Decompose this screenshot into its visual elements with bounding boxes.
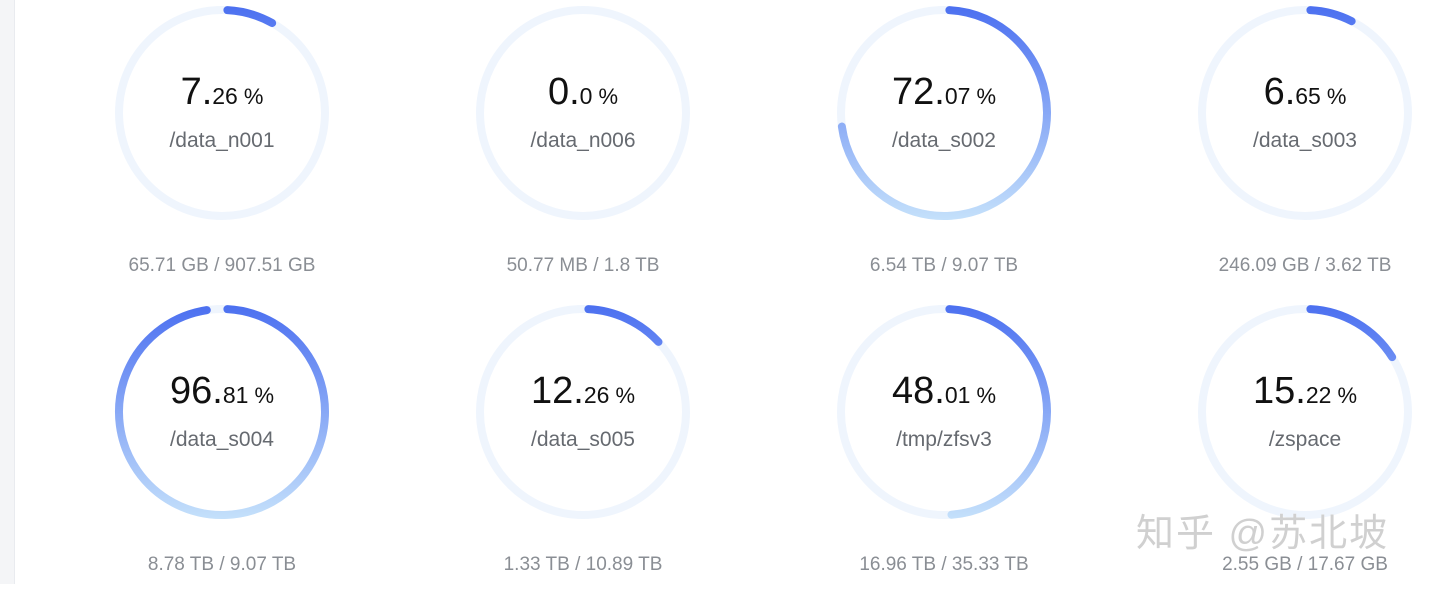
ring-track: [1198, 305, 1412, 519]
usage-percent: 96.81%: [170, 370, 274, 412]
usage-percent: 7.26%: [180, 71, 264, 113]
usage-ring: [1195, 302, 1415, 522]
disk-card: 0.0% /data_n006 50.77 MB / 1.8 TB: [433, 3, 733, 303]
mount-path: /data_n001: [169, 129, 275, 152]
disk-card: 72.07% /data_s002 6.54 TB / 9.07 TB: [794, 3, 1094, 303]
disk-card: 7.26% /data_n001 65.71 GB / 907.51 GB: [72, 3, 372, 303]
usage-percent: 15.22%: [1253, 370, 1357, 412]
usage-percent: 72.07%: [892, 71, 996, 113]
usage-ring: [473, 302, 693, 522]
mount-path: /zspace: [1268, 428, 1342, 451]
ring-track: [476, 6, 690, 220]
ring-progress-arc: [945, 305, 1051, 519]
left-sidebar-edge: [0, 0, 15, 584]
mount-path: /data_s002: [892, 129, 996, 152]
ring-progress-arc: [223, 6, 277, 28]
usage-capacity: 2.55 GB / 17.67 GB: [1222, 554, 1388, 575]
usage-percent: 12.26%: [531, 370, 635, 412]
ring-progress-arc: [837, 6, 1051, 220]
usage-capacity: 1.33 TB / 10.89 TB: [503, 554, 663, 575]
usage-ring: [112, 3, 332, 223]
disk-card: 12.26% /data_s005 1.33 TB / 10.89 TB: [433, 302, 733, 602]
ring-track: [115, 6, 329, 220]
usage-percent: 6.65%: [1263, 71, 1347, 113]
usage-percent: 48.01%: [892, 370, 996, 412]
usage-ring: [834, 302, 1054, 522]
usage-capacity: 65.71 GB / 907.51 GB: [128, 255, 316, 276]
mount-path: /data_n006: [530, 129, 636, 152]
ring-progress-arc: [1306, 305, 1397, 362]
usage-ring: [834, 3, 1054, 223]
ring-track: [1198, 6, 1412, 220]
usage-ring: [473, 3, 693, 223]
usage-ring: [1195, 3, 1415, 223]
mount-path: /data_s004: [170, 428, 274, 451]
ring-progress-arc: [584, 305, 663, 346]
disk-card: 48.01% /tmp/zfsv3 16.96 TB / 35.33 TB: [794, 302, 1094, 602]
ring-track: [476, 305, 690, 519]
disk-card: 96.81% /data_s004 8.78 TB / 9.07 TB: [72, 302, 372, 602]
usage-capacity: 8.78 TB / 9.07 TB: [147, 554, 297, 575]
ring-progress-arc: [1306, 6, 1356, 26]
ring-progress-arc: [115, 305, 329, 519]
mount-path: /data_s003: [1253, 129, 1357, 152]
usage-ring: [112, 302, 332, 522]
usage-capacity: 50.77 MB / 1.8 TB: [506, 255, 660, 276]
disk-card: 6.65% /data_s003 246.09 GB / 3.62 TB: [1155, 3, 1440, 303]
disk-card: 15.22% /zspace 2.55 GB / 17.67 GB: [1155, 302, 1440, 602]
mount-path: /data_s005: [531, 428, 635, 451]
usage-capacity: 6.54 TB / 9.07 TB: [869, 255, 1019, 276]
mount-path: /tmp/zfsv3: [896, 428, 992, 451]
usage-capacity: 16.96 TB / 35.33 TB: [859, 554, 1029, 575]
usage-capacity: 246.09 GB / 3.62 TB: [1218, 255, 1392, 276]
usage-percent: 0.0%: [547, 71, 619, 113]
watermark: 知乎 @苏北坡: [1136, 513, 1390, 555]
